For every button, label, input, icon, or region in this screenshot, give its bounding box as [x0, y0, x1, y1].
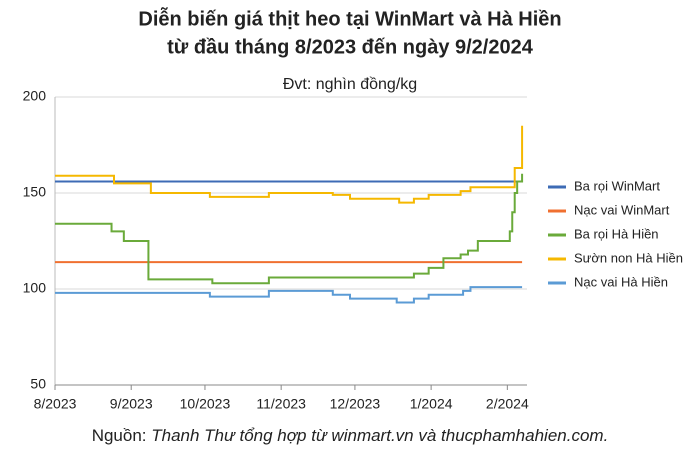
x-tick-label: 10/2023 [180, 396, 231, 412]
legend-label: Ba rọi WinMart [574, 178, 660, 193]
y-tick-label: 100 [23, 280, 47, 296]
series-line [55, 125, 524, 204]
y-tick-label: 150 [23, 184, 47, 200]
source-label: Nguồn: [92, 426, 152, 445]
x-tick-label: 8/2023 [34, 396, 77, 412]
chart-title: từ đầu tháng 8/2023 đến ngày 9/2/2024 [167, 36, 534, 58]
x-tick-label: 2/2024 [486, 396, 529, 412]
x-tick-label: 11/2023 [256, 396, 306, 412]
series-line [55, 173, 524, 285]
y-tick-label: 50 [30, 376, 46, 392]
chart-subtitle: Đvt: nghìn đồng/kg [283, 76, 417, 93]
legend-label: Nạc vai Hà Hiền [574, 274, 668, 289]
y-tick-label: 200 [23, 88, 47, 104]
legend-label: Sườn non Hà Hiền [574, 250, 683, 265]
chart-title: Diễn biến giá thịt heo tại WinMart và Hà… [138, 6, 561, 30]
x-tick-label: 12/2023 [330, 396, 381, 412]
source-text: Thanh Thư tổng hợp từ winmart.vn và thuc… [151, 426, 608, 445]
source: Nguồn: Thanh Thư tổng hợp từ winmart.vn … [92, 426, 609, 445]
legend-label: Nạc vai WinMart [574, 202, 670, 217]
x-tick-label: 9/2023 [110, 396, 153, 412]
x-tick-label: 1/2024 [410, 396, 453, 412]
series-line [55, 286, 523, 304]
legend-label: Ba rọi Hà Hiền [574, 226, 659, 241]
